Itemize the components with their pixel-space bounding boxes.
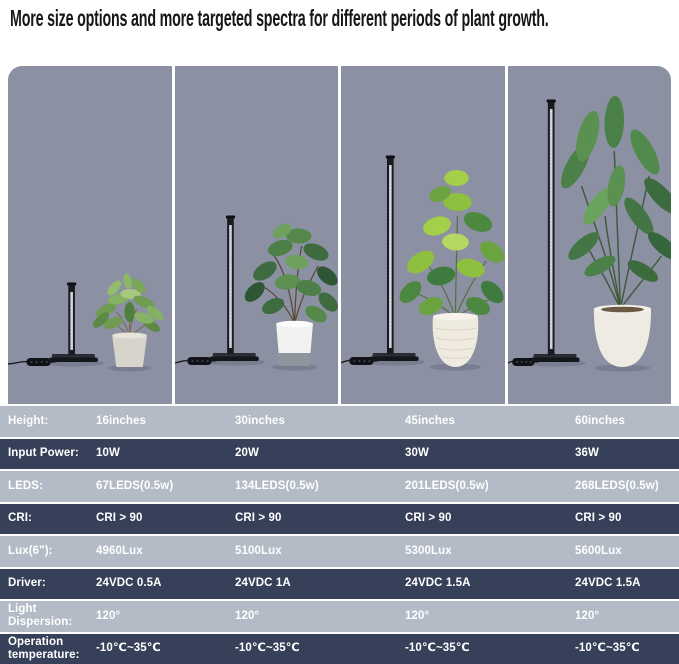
table-row-lux: Lux(6"): 4960Lux 5100Lux 5300Lux 5600Lux xyxy=(0,534,679,567)
table-row-input-power: Input Power: 10W 20W 30W 36W xyxy=(0,436,679,469)
spec-value: CRI > 90 xyxy=(235,512,282,525)
plant-pot xyxy=(112,336,147,367)
spec-value: -10℃~35℃ xyxy=(96,642,161,655)
spec-value: 120° xyxy=(405,609,430,622)
spec-label: Height: xyxy=(8,414,49,427)
spec-value: 45inches xyxy=(405,414,456,427)
plant xyxy=(399,170,505,367)
spec-value: 24VDC 0.5A xyxy=(96,577,162,590)
remote-controller xyxy=(186,357,212,365)
spec-value: 16inches xyxy=(96,414,147,427)
spec-label: CRI: xyxy=(8,512,33,525)
panel-60-inch xyxy=(507,66,671,404)
spec-label: Input Power: xyxy=(8,447,79,460)
grow-light-30in-illustration xyxy=(174,215,338,371)
spec-value: CRI > 90 xyxy=(96,512,143,525)
plant xyxy=(244,223,338,366)
lamp xyxy=(209,215,259,361)
spec-value: 4960Lux xyxy=(96,544,143,557)
panel-16-inch xyxy=(8,66,172,404)
spec-value: 5600Lux xyxy=(575,544,622,557)
spec-value: 24VDC 1A xyxy=(235,577,291,590)
spec-value: 120° xyxy=(235,609,260,622)
spec-value: CRI > 90 xyxy=(575,512,622,525)
remote-controller xyxy=(349,357,374,365)
spec-value: 67LEDS(0.5w) xyxy=(96,479,174,492)
spec-value: 5300Lux xyxy=(405,544,452,557)
plant-pot xyxy=(432,317,479,367)
spec-value: -10℃~35℃ xyxy=(405,642,470,655)
table-row-light-dispersion: Light Dispersion: 120° 120° 120° 120° xyxy=(0,599,679,632)
spec-value: 5100Lux xyxy=(235,544,282,557)
page-title: More size options and more targeted spec… xyxy=(10,5,549,31)
lamp xyxy=(369,155,419,361)
spec-value: 24VDC 1.5A xyxy=(405,577,471,590)
grow-light-16in-illustration xyxy=(8,273,164,372)
spec-value: -10℃~35℃ xyxy=(575,642,640,655)
table-row-cri: CRI: CRI > 90 CRI > 90 CRI > 90 CRI > 90 xyxy=(0,501,679,534)
table-row-operation-temperature: Operation temperature: -10℃~35℃ -10℃~35℃… xyxy=(0,631,679,664)
grow-light-45in-illustration xyxy=(341,155,505,371)
panel-45-inch xyxy=(341,66,505,404)
spec-value: 120° xyxy=(575,609,600,622)
remote-controller xyxy=(511,358,535,366)
lamp xyxy=(529,99,580,362)
spec-table: Height: 16inches 30inches 45inches 60inc… xyxy=(0,404,679,664)
spec-value: 268LEDS(0.5w) xyxy=(575,479,659,492)
spec-value: 201LEDS(0.5w) xyxy=(405,479,489,492)
spec-value: 24VDC 1.5A xyxy=(575,577,641,590)
plant xyxy=(560,96,671,367)
panel-30-inch xyxy=(174,66,338,404)
spec-value: CRI > 90 xyxy=(405,512,452,525)
spec-label: LEDS: xyxy=(8,479,43,492)
spec-value: 120° xyxy=(96,609,121,622)
spec-label: Light Dispersion: xyxy=(8,603,73,629)
spec-value: 20W xyxy=(235,447,259,460)
spec-value: 30W xyxy=(405,447,429,460)
spec-value: 10W xyxy=(96,447,120,460)
remote-controller xyxy=(26,358,51,366)
table-row-height: Height: 16inches 30inches 45inches 60inc… xyxy=(0,404,679,437)
plant-pot xyxy=(593,309,651,367)
table-row-leds: LEDS: 67LEDS(0.5w) 134LEDS(0.5w) 201LEDS… xyxy=(0,469,679,502)
spec-value: -10℃~35℃ xyxy=(235,642,300,655)
spec-value: 36W xyxy=(575,447,599,460)
table-row-driver: Driver: 24VDC 0.5A 24VDC 1A 24VDC 1.5A 2… xyxy=(0,566,679,599)
spec-label: Lux(6"): xyxy=(8,544,53,557)
spec-value: 134LEDS(0.5w) xyxy=(235,479,319,492)
spec-value: 60inches xyxy=(575,414,626,427)
spec-label: Operation temperature: xyxy=(8,635,80,661)
size-comparison-panels xyxy=(8,66,671,404)
grow-light-60in-illustration xyxy=(507,96,671,372)
plant xyxy=(92,273,164,367)
spec-label: Driver: xyxy=(8,577,46,590)
spec-value: 30inches xyxy=(235,414,286,427)
lamp xyxy=(48,282,98,362)
